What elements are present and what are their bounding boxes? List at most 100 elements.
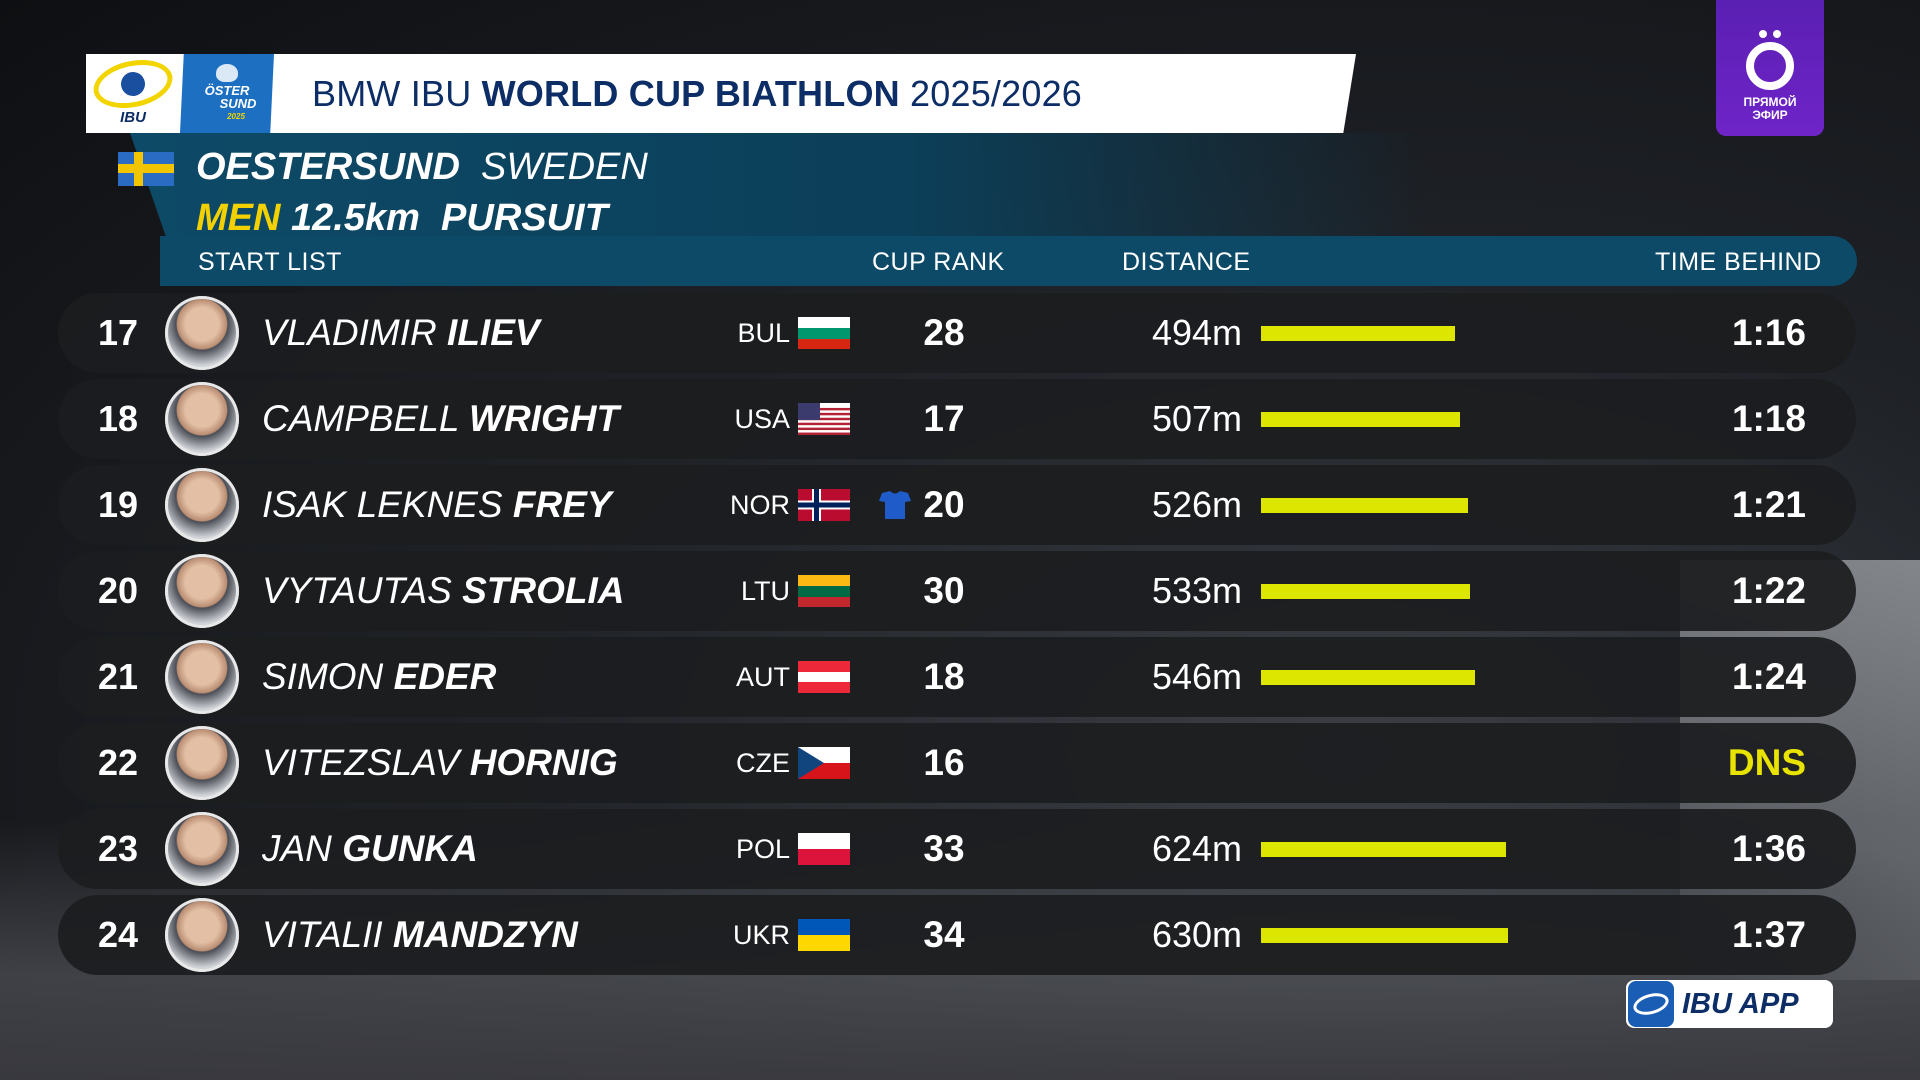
event-race: MEN 12.5km PURSUIT (196, 197, 608, 240)
time-behind: 1:36 (1731, 828, 1806, 869)
athlete-photo (165, 812, 239, 886)
bib-number: 21 (97, 656, 139, 697)
ibu-app-icon (1628, 981, 1674, 1027)
ibu-app-label: IBU APP (1682, 987, 1799, 1020)
athlete-last-name: STROLIA (462, 570, 625, 611)
athlete-last-name: ILIEV (447, 312, 540, 353)
cup-rank: 34 (923, 914, 965, 955)
athlete-last-name: FREY (512, 484, 612, 525)
time-behind: DNS (1727, 742, 1806, 783)
cup-rank: 30 (923, 570, 965, 611)
race-distance: 12.5km (291, 197, 420, 239)
table-row: 20 VYTAUTAS STROLIA LTU 30 533m 1:22 (58, 551, 1856, 631)
ltu-flag-icon (798, 575, 850, 607)
nor-flag-icon (798, 489, 850, 521)
time-behind: 1:37 (1731, 914, 1806, 955)
distance-value: 494m (1151, 312, 1242, 353)
ibu-logo-ring-icon (89, 54, 177, 115)
column-header-band (160, 236, 1857, 286)
venue-name: OESTERSUND (196, 146, 460, 188)
header-title: BMW IBU WORLD CUP BIATHLON 2025/2026 (312, 73, 1082, 115)
table-row: 23 JAN GUNKA POL 33 624m 1:36 (58, 809, 1856, 889)
athlete-photo (165, 898, 239, 972)
distance-bar (1261, 670, 1475, 685)
sweden-flag-icon (118, 152, 174, 186)
athlete-last-name: GUNKA (342, 828, 478, 869)
distance-value: 624m (1151, 828, 1242, 869)
nation-code: BUL (737, 318, 790, 348)
athlete-last-name: MANDZYN (392, 914, 578, 955)
athlete-photo (165, 296, 239, 370)
header-title-bold: WORLD CUP BIATHLON (481, 72, 900, 114)
athlete-last-name: EDER (393, 656, 497, 697)
pol-flag-icon (798, 833, 850, 865)
athlete-name: VLADIMIR ILIEV (262, 293, 540, 373)
time-behind: 1:16 (1731, 312, 1806, 353)
nation-code: CZE (736, 748, 790, 778)
table-row: 21 SIMON EDER AUT 18 546m 1:24 (58, 637, 1856, 717)
table-row: 18 CAMPBELL WRIGHT USA rect y="0" width="52… (58, 379, 1856, 459)
col-start-list: START LIST (198, 248, 342, 276)
event-venue: OESTERSUND SWEDEN (196, 146, 648, 189)
athlete-first-name: ISAK LEKNES (262, 484, 503, 525)
aut-flag-icon (798, 661, 850, 693)
athlete-name: CAMPBELL WRIGHT (262, 379, 619, 459)
ukr-flag-icon (798, 919, 850, 951)
race-format: PURSUIT (441, 197, 608, 239)
athlete-name: ISAK LEKNES FREY (262, 465, 612, 545)
athlete-first-name: VITEZSLAV (262, 742, 460, 783)
distance-bar (1261, 842, 1506, 857)
distance-bar (1261, 412, 1460, 427)
host-logo-year: 2025 (227, 112, 245, 121)
cup-rank: 33 (923, 828, 965, 869)
live-label-line1: ПРЯМОЙ (1743, 95, 1797, 109)
nation-code: UKR (732, 920, 790, 950)
channel-logo-icon (1746, 42, 1794, 90)
live-badge: ПРЯМОЙ ЭФИР (1716, 0, 1824, 136)
bib-number: 22 (97, 742, 139, 783)
cup-rank: 18 (923, 656, 965, 697)
athlete-first-name: CAMPBELL (262, 398, 459, 439)
cze-flag-icon (798, 747, 850, 779)
athlete-photo (165, 726, 239, 800)
blue-bib-icon (878, 489, 912, 521)
col-cup-rank: CUP RANK (872, 248, 1005, 276)
live-label-line2: ЭФИР (1752, 108, 1788, 122)
ibu-logo: IBU (86, 54, 180, 133)
distance-value (1058, 723, 1242, 803)
distance-value: 546m (1151, 656, 1242, 697)
distance-bar (1261, 928, 1508, 943)
distance-bar (1261, 584, 1470, 599)
athlete-photo (165, 554, 239, 628)
distance-value: 533m (1151, 570, 1242, 611)
usa-flag-icon: rect y="0" width="52" height="2.46" fill… (798, 403, 850, 435)
bib-number: 23 (97, 828, 139, 869)
nation-code: NOR (730, 490, 790, 520)
distance-value: 526m (1151, 484, 1242, 525)
athlete-name: SIMON EDER (262, 637, 496, 717)
athlete-first-name: VYTAUTAS (262, 570, 452, 611)
time-behind: 1:22 (1731, 570, 1806, 611)
venue-country: SWEDEN (481, 146, 648, 188)
time-behind: 1:24 (1731, 656, 1806, 697)
heart-icon (216, 64, 238, 82)
table-row: 24 VITALII MANDZYN UKR 34 630m 1:37 (58, 895, 1856, 975)
time-behind: 1:18 (1731, 398, 1806, 439)
distance-bar (1261, 326, 1455, 341)
athlete-first-name: VLADIMIR (262, 312, 437, 353)
athlete-photo (165, 382, 239, 456)
nation-code: AUT (736, 662, 790, 692)
table-row: 22 VITEZSLAV HORNIG CZE 16 DNS (58, 723, 1856, 803)
athlete-first-name: SIMON (262, 656, 384, 697)
bib-number: 17 (97, 312, 139, 353)
bul-flag-icon (798, 317, 850, 349)
athlete-name: VYTAUTAS STROLIA (262, 551, 625, 631)
athlete-name: VITALII MANDZYN (262, 895, 578, 975)
athlete-name: JAN GUNKA (262, 809, 478, 889)
bib-number: 24 (97, 914, 139, 955)
header-title-prefix: BMW IBU (312, 72, 472, 114)
ibu-logo-label: IBU (120, 109, 146, 126)
cup-rank: 17 (923, 398, 965, 439)
ostersund-logo: ÖSTER SUND 2025 (180, 54, 274, 133)
umlaut-icon (1759, 30, 1781, 38)
